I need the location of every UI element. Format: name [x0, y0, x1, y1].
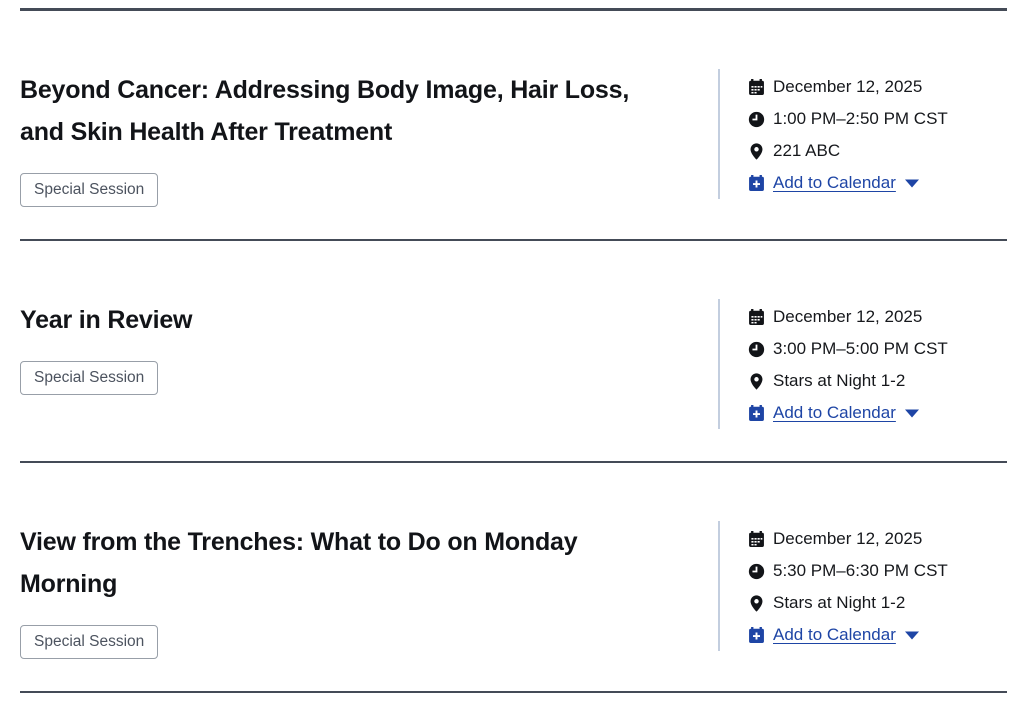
session-title-line: Beyond Cancer: Addressing Body Image, Ha… — [20, 76, 630, 104]
session-main: Beyond Cancer: Addressing Body Image, Ha… — [20, 69, 718, 207]
session-title: View from the Trenches: What to Do on Mo… — [20, 521, 694, 605]
session-main: View from the Trenches: What to Do on Mo… — [20, 521, 718, 659]
session-card: Year in Review Special Session — [20, 241, 1007, 463]
badge-row: Special Session — [20, 361, 694, 395]
add-to-calendar-row: Add to Calendar — [748, 167, 1007, 199]
calendar-icon — [748, 530, 765, 548]
clock-icon — [748, 341, 765, 358]
caret-down-icon[interactable] — [904, 179, 919, 188]
clock-icon — [748, 111, 765, 128]
session-title: Year in Review — [20, 299, 694, 341]
calendar-plus-icon — [748, 404, 765, 422]
session-location: Stars at Night 1-2 — [773, 593, 906, 612]
session-location-row: Stars at Night 1-2 — [748, 365, 1007, 397]
badge-row: Special Session — [20, 173, 694, 207]
session-details: December 12, 2025 5:30 PM–6:30 PM CST — [718, 521, 1007, 651]
add-to-calendar-link[interactable]: Add to Calendar — [773, 625, 896, 644]
session-type-badge: Special Session — [20, 625, 159, 659]
calendar-icon — [748, 308, 765, 326]
session-details: December 12, 2025 3:00 PM–5:00 PM CST — [718, 299, 1007, 429]
session-list: Beyond Cancer: Addressing Body Image, Ha… — [20, 8, 1007, 693]
session-card: View from the Trenches: What to Do on Mo… — [20, 463, 1007, 693]
session-title-line: and Skin Health After Treatment — [20, 118, 393, 146]
clock-icon — [748, 563, 765, 580]
session-date: December 12, 2025 — [773, 529, 923, 548]
session-main: Year in Review Special Session — [20, 299, 718, 395]
session-card: Beyond Cancer: Addressing Body Image, Ha… — [20, 11, 1007, 241]
caret-down-icon[interactable] — [904, 631, 919, 640]
add-to-calendar-row: Add to Calendar — [748, 397, 1007, 429]
calendar-icon — [748, 78, 765, 96]
session-time: 5:30 PM–6:30 PM CST — [773, 561, 948, 580]
session-title: Beyond Cancer: Addressing Body Image, Ha… — [20, 69, 694, 153]
session-title-line: Year in Review — [20, 306, 193, 334]
session-title-line: View from the Trenches: What to Do on Mo… — [20, 528, 578, 556]
session-time-row: 1:00 PM–2:50 PM CST — [748, 103, 1007, 135]
location-pin-icon — [748, 372, 765, 390]
location-pin-icon — [748, 594, 765, 612]
calendar-plus-icon — [748, 174, 765, 192]
caret-down-icon[interactable] — [904, 409, 919, 418]
session-location-row: 221 ABC — [748, 135, 1007, 167]
session-date-row: December 12, 2025 — [748, 71, 1007, 103]
session-location: Stars at Night 1-2 — [773, 371, 906, 390]
add-to-calendar-row: Add to Calendar — [748, 619, 1007, 651]
session-time-row: 5:30 PM–6:30 PM CST — [748, 555, 1007, 587]
session-date-row: December 12, 2025 — [748, 523, 1007, 555]
session-type-badge: Special Session — [20, 173, 159, 207]
badge-row: Special Session — [20, 625, 694, 659]
session-location: 221 ABC — [773, 141, 841, 160]
session-details: December 12, 2025 1:00 PM–2:50 PM CST — [718, 69, 1007, 199]
session-title-line: Morning — [20, 570, 118, 598]
add-to-calendar-link[interactable]: Add to Calendar — [773, 173, 896, 192]
session-type-badge: Special Session — [20, 361, 159, 395]
session-time: 1:00 PM–2:50 PM CST — [773, 109, 948, 128]
session-time: 3:00 PM–5:00 PM CST — [773, 339, 948, 358]
location-pin-icon — [748, 142, 765, 160]
session-location-row: Stars at Night 1-2 — [748, 587, 1007, 619]
calendar-plus-icon — [748, 626, 765, 644]
add-to-calendar-link[interactable]: Add to Calendar — [773, 403, 896, 422]
session-date: December 12, 2025 — [773, 77, 923, 96]
session-date-row: December 12, 2025 — [748, 301, 1007, 333]
session-date: December 12, 2025 — [773, 307, 923, 326]
session-time-row: 3:00 PM–5:00 PM CST — [748, 333, 1007, 365]
